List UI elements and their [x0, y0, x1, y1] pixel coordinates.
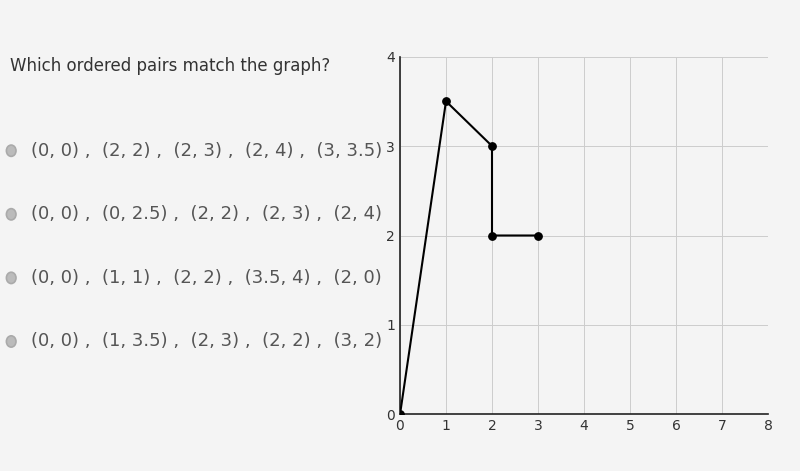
Point: [486, 232, 498, 239]
Text: Which ordered pairs match the graph?: Which ordered pairs match the graph?: [10, 57, 330, 74]
Point: [531, 232, 544, 239]
Circle shape: [6, 209, 16, 220]
Point: [486, 142, 498, 150]
Text: (0, 0) ,  (2, 2) ,  (2, 3) ,  (2, 4) ,  (3, 3.5): (0, 0) , (2, 2) , (2, 3) , (2, 4) , (3, …: [31, 142, 382, 160]
Point: [440, 97, 453, 105]
Circle shape: [6, 145, 16, 156]
Circle shape: [6, 272, 16, 284]
Circle shape: [6, 336, 16, 347]
Text: (0, 0) ,  (0, 2.5) ,  (2, 2) ,  (2, 3) ,  (2, 4): (0, 0) , (0, 2.5) , (2, 2) , (2, 3) , (2…: [31, 205, 382, 223]
Point: [394, 411, 406, 418]
Text: (0, 0) ,  (1, 1) ,  (2, 2) ,  (3.5, 4) ,  (2, 0): (0, 0) , (1, 1) , (2, 2) , (3.5, 4) , (2…: [31, 269, 382, 287]
Text: (0, 0) ,  (1, 3.5) ,  (2, 3) ,  (2, 2) ,  (3, 2): (0, 0) , (1, 3.5) , (2, 3) , (2, 2) , (3…: [31, 333, 382, 350]
